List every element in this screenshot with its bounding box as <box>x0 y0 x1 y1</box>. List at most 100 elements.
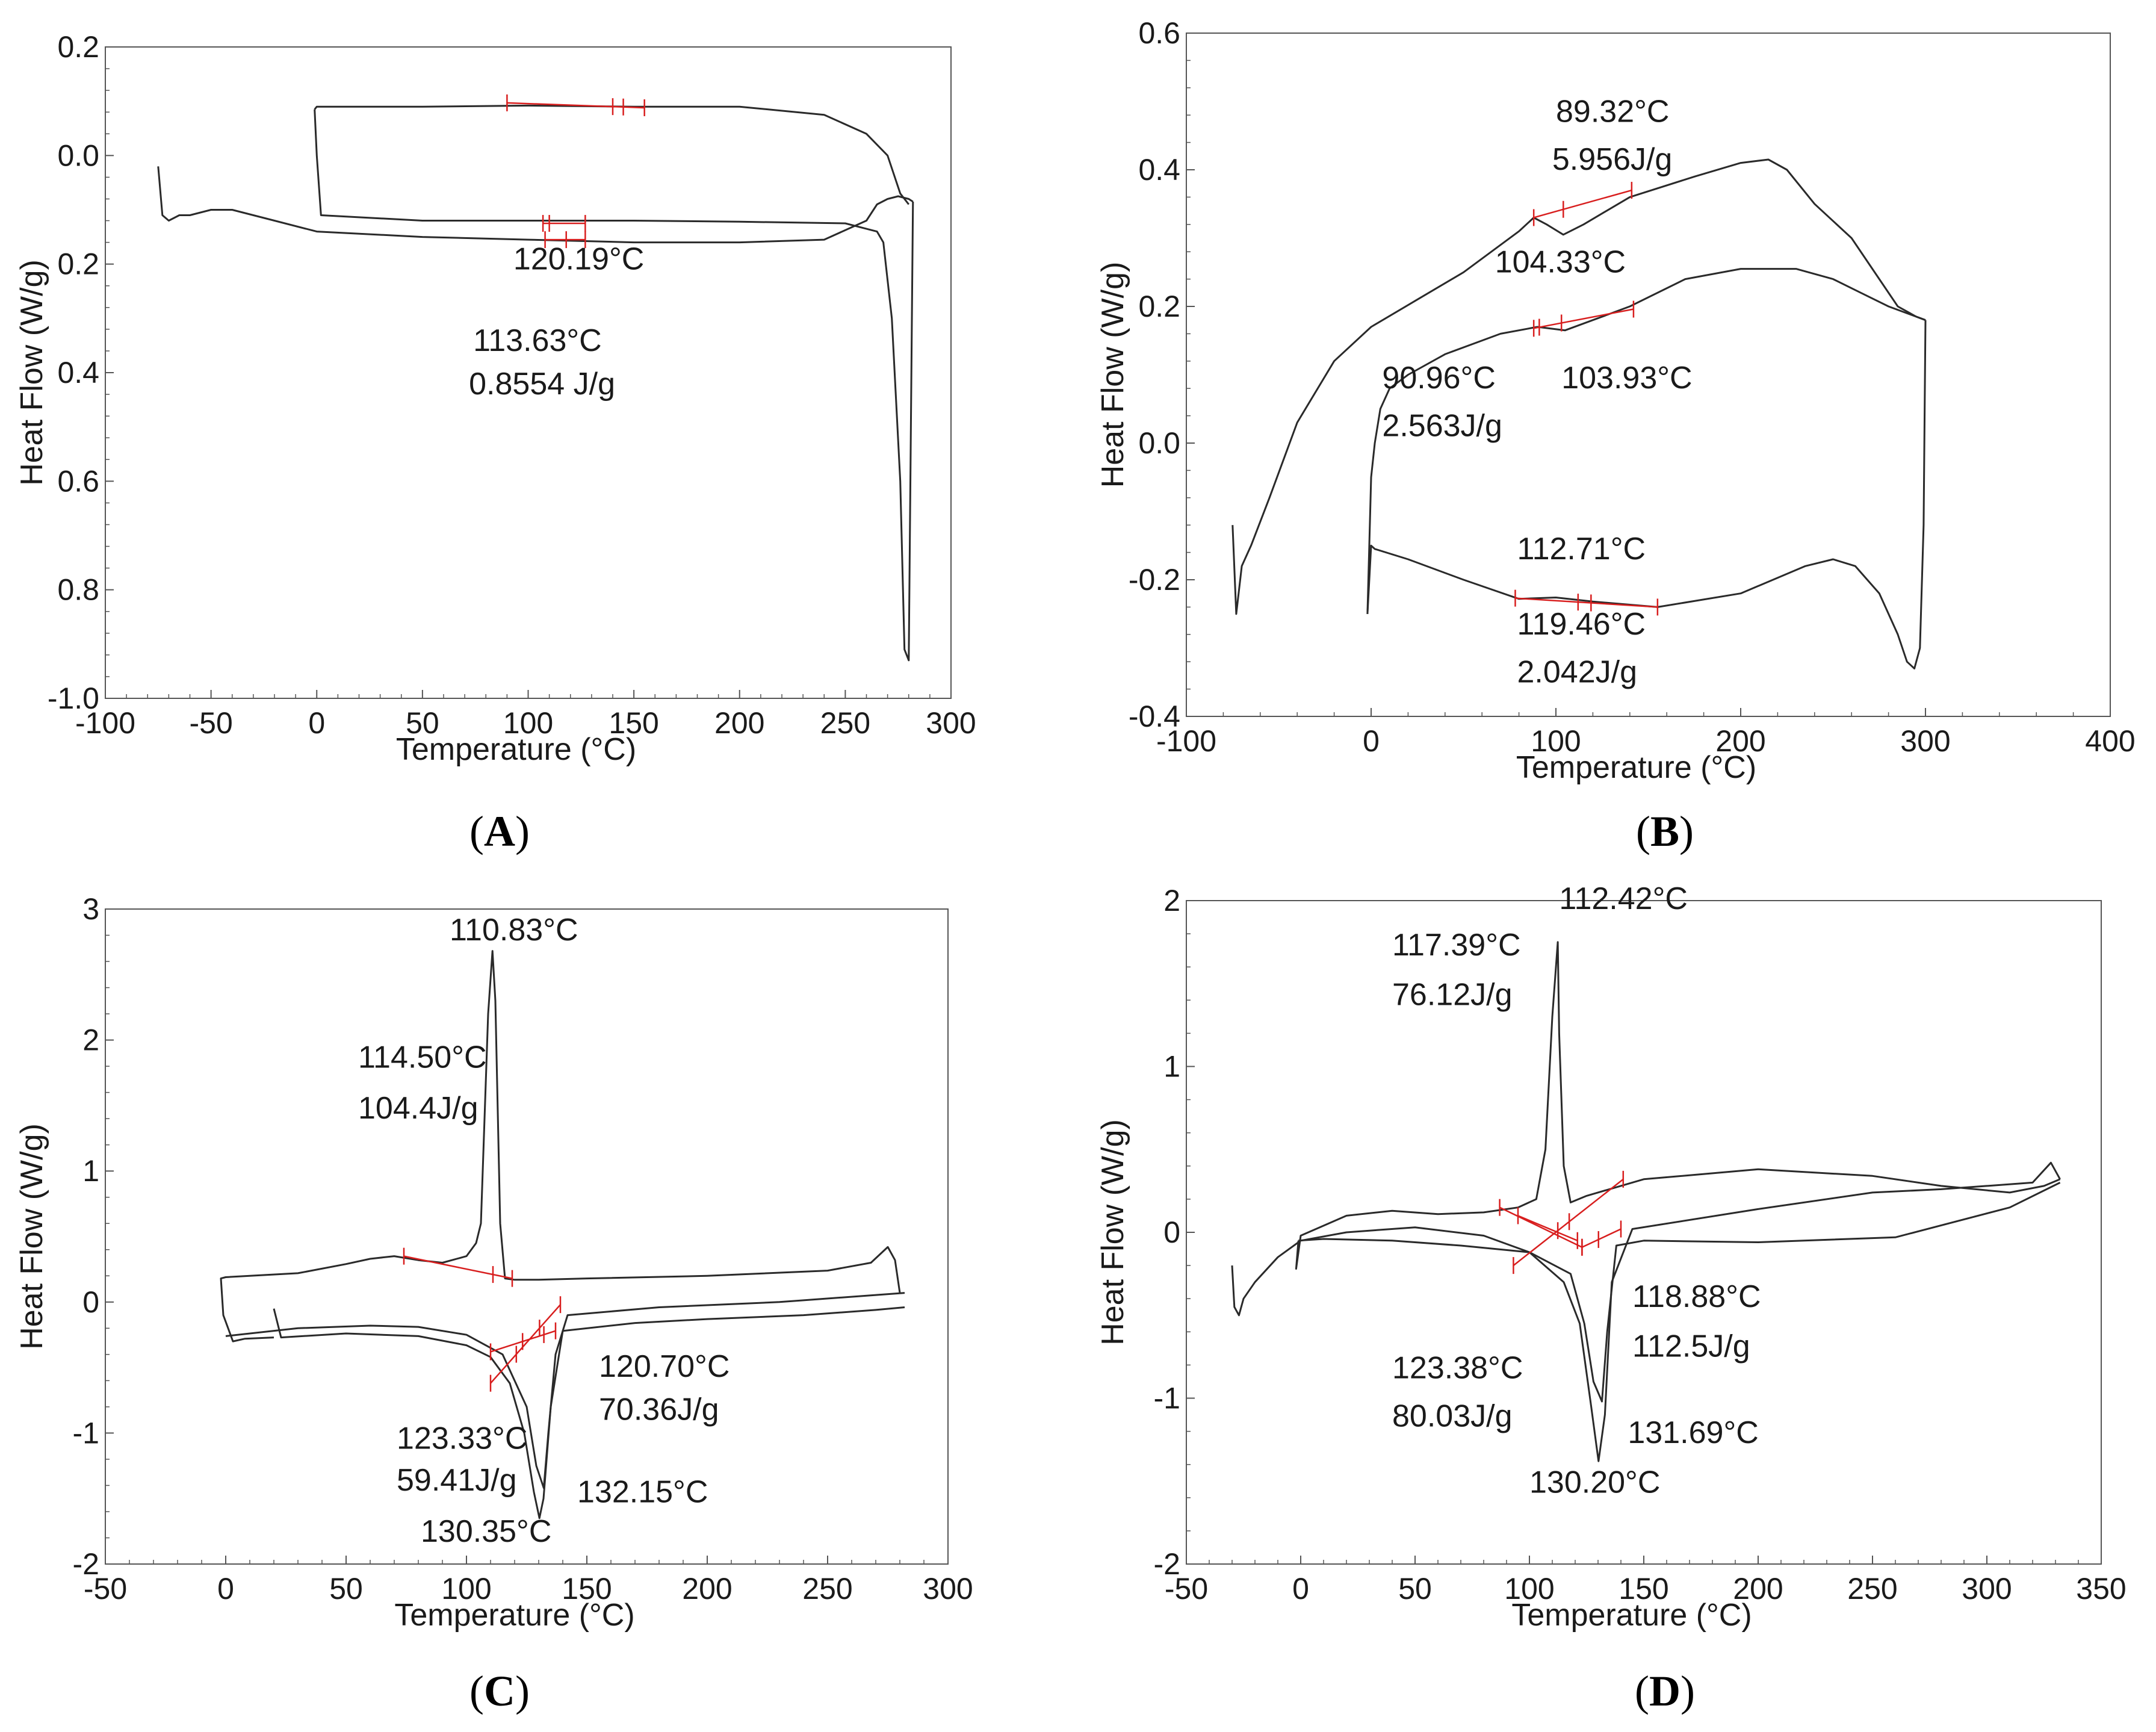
x-axis-label: Temperature (°C) <box>1516 750 1756 785</box>
integration-baseline <box>1517 1215 1578 1241</box>
plot-frame <box>105 908 949 1565</box>
peak-annotation: 104.4J/g <box>358 1091 479 1126</box>
x-tick-label: 250 <box>802 1572 852 1606</box>
integration-baseline <box>1533 189 1632 219</box>
x-tick-label: 100 <box>503 706 553 740</box>
series-line <box>1366 320 1927 669</box>
y-tick-label: -2 <box>1154 1547 1180 1581</box>
integration-baseline <box>1533 308 1634 329</box>
peak-annotation: 110.83°C <box>450 913 578 948</box>
peak-annotation: 120.19°C <box>513 242 644 277</box>
peak-annotation: 0.8554 J/g <box>469 367 615 402</box>
y-tick-label: 0.6 <box>1138 16 1180 50</box>
y-tick-label: 1 <box>82 1154 99 1188</box>
chart-d: -50 0 50 100 150 200 250 300 350 2 1 0 -1 -2 Temperatu… <box>1095 881 2127 1633</box>
plot-frame <box>1186 33 2111 717</box>
chart-a: -100 -50 0 50 100 150 200 250 300 0.2 0.0 0.2 0.4 0.6… <box>14 30 976 767</box>
x-tick-label: 200 <box>1733 1572 1783 1606</box>
panel-label-a: (A) <box>469 807 530 855</box>
panel-a: -100 -50 0 50 100 150 200 250 300 0.2 0.0 0.2 0.4 0.6… <box>0 0 1078 866</box>
chart-c: -50 0 50 100 150 200 250 300 3 2 1 0 -1 -2 Temperature… <box>14 892 973 1633</box>
y-tick-label: 2 <box>82 1023 99 1057</box>
peak-annotation: 104.33°C <box>1495 244 1626 279</box>
y-tick-label: 0.2 <box>1138 290 1180 323</box>
x-tick-label: 100 <box>1504 1572 1554 1606</box>
y-tick-label: -2 <box>73 1547 99 1581</box>
x-tick-label: -100 <box>1156 724 1216 758</box>
x-tick-label: 50 <box>406 706 439 740</box>
x-tick-label: 100 <box>441 1572 491 1606</box>
x-tick-label: 200 <box>1715 724 1765 758</box>
y-tick-label: -1 <box>1154 1382 1180 1415</box>
x-tick-label: 300 <box>1900 724 1950 758</box>
y-tick-label: 0.2 <box>57 30 99 64</box>
series-line <box>1366 268 1926 614</box>
series-line <box>157 166 914 244</box>
x-tick-label: 150 <box>1619 1572 1668 1606</box>
x-tick-label: 250 <box>820 706 870 740</box>
series-line <box>273 1306 905 1519</box>
peak-annotation: 70.36J/g <box>599 1392 719 1427</box>
peak-annotation: 113.63°C <box>473 323 602 358</box>
panel-label-b: (B) <box>1636 807 1694 855</box>
x-tick-label: -50 <box>84 1572 127 1606</box>
y-tick-label: 0 <box>82 1285 99 1319</box>
y-axis-label: Heat Flow (W/g) <box>14 1123 49 1350</box>
peak-annotation: 130.35°C <box>421 1514 551 1549</box>
integration-baseline <box>1581 1228 1622 1248</box>
panel-label-c: (C) <box>469 1667 530 1715</box>
x-tick-label: 350 <box>2076 1572 2126 1606</box>
x-axis-label: Temperature (°C) <box>396 732 636 767</box>
peak-annotation: 5.956J/g <box>1552 142 1673 177</box>
y-axis-label: Heat Flow (W/g) <box>14 259 49 486</box>
peak-annotation: 59.41J/g <box>397 1463 517 1498</box>
integration-baseline <box>403 1255 513 1279</box>
series-line <box>314 109 914 662</box>
y-tick-label: -0.2 <box>1129 563 1180 597</box>
y-tick-label: 0.8 <box>57 573 99 607</box>
x-tick-label: 200 <box>714 706 764 740</box>
peak-annotation: 130.20°C <box>1529 1465 1660 1500</box>
chart-b: -100 0 100 200 300 400 0.6 0.4 0.2 0.0 -0.2 -0.4 Tem… <box>1095 16 2136 785</box>
x-tick-label: 200 <box>682 1572 732 1606</box>
y-tick-label: 0.0 <box>1138 426 1180 460</box>
x-tick-label: 50 <box>1398 1572 1432 1606</box>
peak-annotation: 89.32°C <box>1556 95 1669 129</box>
y-tick-label: -1.0 <box>48 681 99 715</box>
peak-annotation: 132.15°C <box>577 1475 708 1510</box>
x-tick-label: 300 <box>1962 1572 2012 1606</box>
peak-annotation: 112.5J/g <box>1632 1329 1750 1364</box>
x-tick-label: -50 <box>189 706 232 740</box>
y-tick-label: 0.0 <box>57 138 99 172</box>
peak-annotation: 120.70°C <box>599 1349 730 1384</box>
series-line <box>314 104 909 205</box>
peak-annotation: 123.33°C <box>397 1421 527 1456</box>
y-tick-label: -1 <box>73 1416 99 1450</box>
y-tick-label: 1 <box>1163 1050 1180 1084</box>
integration-baseline <box>507 102 645 109</box>
x-tick-label: 150 <box>562 1572 612 1606</box>
x-tick-label: 300 <box>926 706 976 740</box>
x-tick-label: 150 <box>609 706 658 740</box>
x-tick-label: 0 <box>1292 1572 1309 1606</box>
y-axis-label: Heat Flow (W/g) <box>1095 1119 1130 1346</box>
series-line <box>1231 158 1926 615</box>
peak-annotation: 119.46°C <box>1517 607 1646 642</box>
peak-annotation: 114.50°C <box>358 1040 487 1075</box>
peak-annotation: 103.93°C <box>1561 361 1692 396</box>
x-axis-label: Temperature (°C) <box>394 1598 634 1633</box>
peak-annotation: 117.39°C <box>1392 928 1521 963</box>
y-tick-label: 0.6 <box>57 464 99 498</box>
series-line <box>1295 941 2061 1270</box>
y-tick-label: -0.4 <box>1129 700 1180 733</box>
y-tick-label: 0.4 <box>1138 153 1180 187</box>
series-line <box>1231 1161 2061 1462</box>
integration-baseline <box>1513 1178 1624 1267</box>
x-axis-label: Temperature (°C) <box>1511 1598 1752 1633</box>
x-tick-label: 300 <box>923 1572 973 1606</box>
peak-annotation: 112.71°C <box>1517 532 1646 566</box>
peak-annotation: 131.69°C <box>1628 1415 1758 1450</box>
y-tick-label: 0.4 <box>57 356 99 390</box>
panel-label-d: (D) <box>1635 1667 1695 1715</box>
x-tick-label: 0 <box>1363 724 1380 758</box>
